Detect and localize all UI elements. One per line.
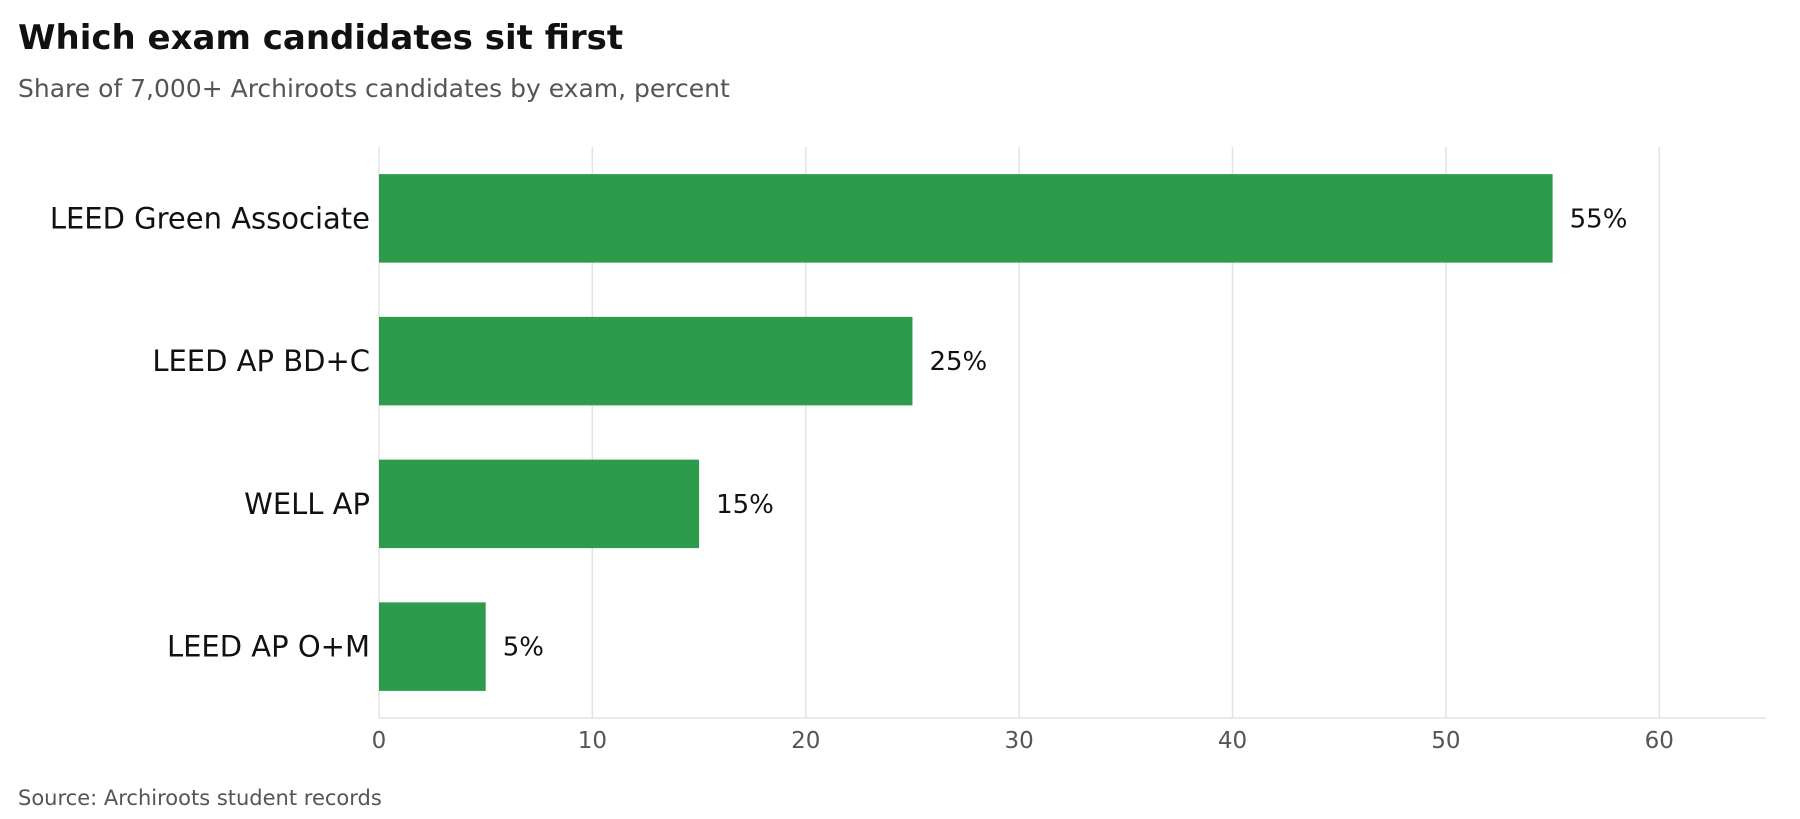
category-label: LEED AP BD+C — [152, 344, 370, 378]
x-tick-label: 10 — [578, 728, 607, 754]
x-tick-label: 60 — [1645, 728, 1674, 754]
bar — [379, 316, 913, 406]
source-note: Source: Archiroots student records — [18, 786, 382, 810]
chart-subtitle: Share of 7,000+ Archiroots candidates by… — [18, 74, 730, 103]
x-tick-label: 40 — [1218, 728, 1247, 754]
data-label: 25% — [929, 347, 987, 377]
bar — [379, 459, 700, 549]
data-label: 55% — [1570, 204, 1628, 234]
category-label: LEED AP O+M — [167, 630, 370, 664]
category-label: LEED Green Associate — [50, 201, 370, 235]
x-tick-label: 30 — [1005, 728, 1034, 754]
bar — [379, 174, 1553, 263]
category-label: WELL AP — [244, 487, 370, 521]
x-tick-label: 0 — [372, 728, 387, 754]
x-tick-label: 20 — [791, 728, 820, 754]
data-label: 5% — [503, 633, 544, 663]
x-tick-label: 50 — [1431, 728, 1460, 754]
bar — [379, 602, 486, 691]
chart-title: Which exam candidates sit first — [18, 18, 624, 58]
data-label: 15% — [716, 490, 774, 520]
